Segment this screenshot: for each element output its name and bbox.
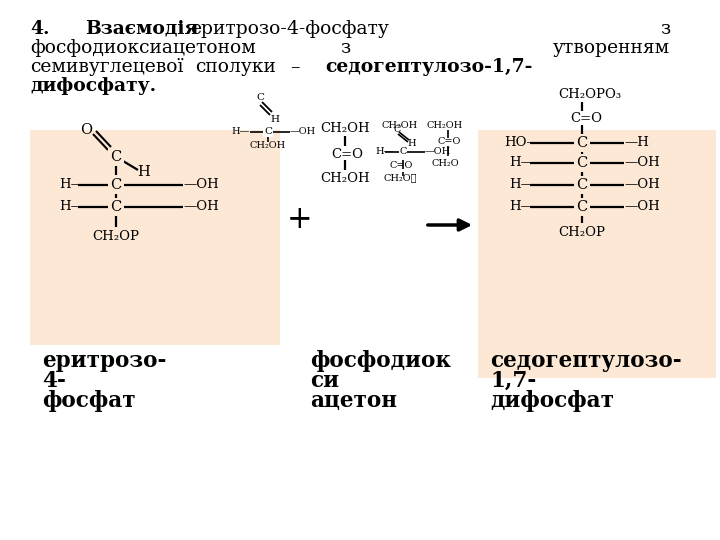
Text: —OH: —OH bbox=[624, 157, 660, 170]
Bar bbox=[30, 130, 280, 345]
Text: H—: H— bbox=[60, 179, 84, 192]
Text: 4-: 4- bbox=[42, 370, 66, 392]
Text: —OH: —OH bbox=[624, 179, 660, 192]
Text: H—: H— bbox=[510, 179, 534, 192]
Text: дифосфату.: дифосфату. bbox=[30, 77, 156, 95]
Text: CH₂OPO₃: CH₂OPO₃ bbox=[559, 89, 621, 102]
Text: H: H bbox=[138, 165, 150, 179]
Text: CH₂O: CH₂O bbox=[431, 159, 459, 168]
Text: C: C bbox=[256, 93, 264, 103]
Text: +: + bbox=[287, 205, 312, 235]
Text: CH₂OP: CH₂OP bbox=[92, 231, 140, 244]
Text: CH₂OH: CH₂OH bbox=[320, 172, 370, 185]
Text: —OH: —OH bbox=[183, 200, 219, 213]
Text: C: C bbox=[577, 156, 588, 170]
Text: CH₂OⒹ: CH₂OⒹ bbox=[383, 173, 417, 183]
Text: C=O: C=O bbox=[437, 138, 460, 146]
Text: C: C bbox=[577, 136, 588, 150]
Text: утворенням: утворенням bbox=[553, 39, 670, 57]
Text: H: H bbox=[271, 116, 279, 125]
Text: —OH: —OH bbox=[425, 147, 451, 157]
Text: —OH: —OH bbox=[183, 179, 219, 192]
Text: C: C bbox=[264, 127, 272, 137]
Text: фосфодиоксиацетоном: фосфодиоксиацетоном bbox=[30, 39, 256, 57]
Text: семивуглецевої: семивуглецевої bbox=[30, 58, 184, 76]
Text: H: H bbox=[408, 139, 416, 148]
Text: еритрозо-: еритрозо- bbox=[42, 350, 166, 372]
Text: H—: H— bbox=[232, 127, 250, 137]
Text: HO—: HO— bbox=[504, 137, 540, 150]
Text: седогептулозо-: седогептулозо- bbox=[490, 350, 682, 372]
Bar bbox=[478, 130, 716, 378]
Text: C=O: C=O bbox=[390, 160, 413, 170]
Text: 1,7-: 1,7- bbox=[490, 370, 536, 392]
Text: еритрозо-4-фосфату: еритрозо-4-фосфату bbox=[190, 20, 389, 38]
Text: H—: H— bbox=[510, 157, 534, 170]
Text: —OH: —OH bbox=[624, 200, 660, 213]
Text: –: – bbox=[290, 58, 300, 76]
Text: —OH: —OH bbox=[290, 127, 316, 137]
Text: Взаємодія: Взаємодія bbox=[85, 20, 199, 38]
Text: C: C bbox=[110, 178, 122, 192]
Text: з: з bbox=[660, 20, 670, 38]
Text: C: C bbox=[110, 150, 122, 164]
Text: C=O: C=O bbox=[331, 147, 363, 160]
Text: O: O bbox=[80, 123, 92, 137]
Text: седогептулозо-1,7-: седогептулозо-1,7- bbox=[325, 58, 532, 76]
Text: CH₂OH: CH₂OH bbox=[427, 120, 463, 130]
Text: C: C bbox=[577, 200, 588, 214]
Text: CH₂OH: CH₂OH bbox=[382, 120, 418, 130]
Text: CH₂OH: CH₂OH bbox=[320, 122, 370, 134]
Text: 4.: 4. bbox=[30, 20, 50, 38]
Text: H—: H— bbox=[60, 200, 84, 213]
Text: дифосфат: дифосфат bbox=[490, 390, 614, 412]
Text: си: си bbox=[310, 370, 339, 392]
Text: фосфодиок: фосфодиок bbox=[310, 350, 451, 372]
Text: —H: —H bbox=[624, 137, 649, 150]
Text: CH₂OH: CH₂OH bbox=[250, 140, 286, 150]
Text: з: з bbox=[340, 39, 350, 57]
Text: CH₂OP: CH₂OP bbox=[559, 226, 606, 240]
Text: C: C bbox=[577, 178, 588, 192]
Text: C: C bbox=[400, 147, 407, 157]
Text: ацетон: ацетон bbox=[310, 390, 397, 412]
Text: H—: H— bbox=[376, 147, 394, 157]
Text: H—: H— bbox=[510, 200, 534, 213]
Text: C: C bbox=[110, 200, 122, 214]
Text: сполуки: сполуки bbox=[195, 58, 276, 76]
Text: C=O: C=O bbox=[570, 112, 602, 125]
Text: фосфат: фосфат bbox=[42, 390, 135, 412]
Text: C: C bbox=[393, 125, 401, 134]
